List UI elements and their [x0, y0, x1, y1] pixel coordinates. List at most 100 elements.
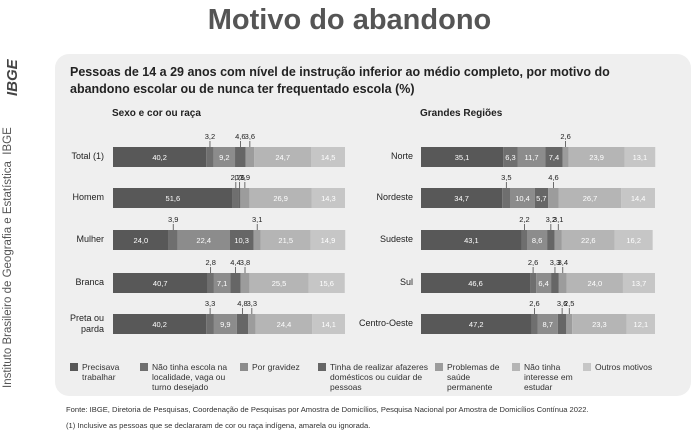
bar-segment: [421, 314, 532, 334]
bar-segment: [311, 147, 345, 167]
bar-segment: [548, 188, 559, 208]
bar-segment: [310, 230, 346, 250]
legend-swatch: [240, 363, 248, 371]
bar-segment: [213, 273, 231, 293]
value-label: 7,4: [549, 153, 559, 162]
bar-segment: [168, 230, 178, 250]
bar-segment: [566, 273, 623, 293]
value-label: 8,6: [532, 236, 542, 245]
value-label: 3,9: [240, 173, 250, 182]
bar-segment: [503, 147, 518, 167]
value-label: 5,7: [536, 194, 546, 203]
bar-segment: [177, 230, 230, 250]
value-label: 3,1: [553, 215, 563, 224]
value-label: 21,5: [278, 236, 293, 245]
bar-segment: [547, 230, 555, 250]
value-label: 14,9: [321, 236, 336, 245]
value-label: 2,6: [528, 258, 538, 267]
legend-swatch: [318, 363, 326, 371]
legend-label: Por gravidez: [252, 362, 300, 372]
bar-segment: [421, 273, 531, 293]
value-label: 26,7: [583, 194, 598, 203]
value-label: 14,5: [321, 153, 336, 162]
bar-segment: [614, 230, 653, 250]
bar-segment: [554, 230, 562, 250]
legend-label: Tinha de realizar afazeres domésticos ou…: [330, 362, 428, 392]
bar-segment: [213, 314, 237, 334]
value-label: 14,4: [631, 194, 646, 203]
bar-segment: [572, 314, 627, 334]
value-label: 2,6: [529, 299, 539, 308]
bar-segment: [530, 273, 537, 293]
bar-segment: [622, 273, 655, 293]
bar-segment: [236, 314, 249, 334]
category-label: Sudeste: [379, 234, 413, 244]
bar-segment: [545, 147, 563, 167]
legend-label: Não tinha escola na localidade, vaga ou …: [152, 362, 228, 392]
bar-segment: [626, 314, 655, 334]
bar-segment: [421, 147, 504, 167]
bar-segment: [562, 147, 569, 167]
bar-segment: [537, 314, 558, 334]
value-label: 2,6: [560, 132, 570, 141]
value-label: 47,2: [469, 320, 484, 329]
value-label: 2,2: [519, 215, 529, 224]
bar-segment: [521, 230, 528, 250]
value-label: 24,4: [277, 320, 292, 329]
legend-label: Não tinha interesse em estudar: [524, 362, 573, 392]
bar-segment: [213, 147, 236, 167]
bar-segment: [253, 230, 261, 250]
bar-segment: [249, 188, 312, 208]
value-label: 3,6: [245, 132, 255, 141]
value-label: 3,8: [240, 258, 250, 267]
bar-segment: [311, 188, 345, 208]
value-label: 9,2: [219, 153, 229, 162]
bar-segment: [229, 230, 254, 250]
panel-subtitle: Grandes Regiões: [420, 108, 503, 119]
category-label: Centro-Oeste: [358, 318, 413, 328]
bar-segment: [551, 273, 559, 293]
bar-segment: [113, 147, 207, 167]
bar-segment: [624, 147, 656, 167]
bar-segment: [421, 230, 522, 250]
value-label: 8,7: [542, 320, 552, 329]
bar-segment: [536, 273, 552, 293]
value-label: 9,9: [220, 320, 230, 329]
bar-segment: [566, 314, 573, 334]
value-label: 34,7: [454, 194, 469, 203]
value-label: 40,2: [152, 320, 167, 329]
value-label: 26,9: [273, 194, 288, 203]
bar-segment: [113, 314, 207, 334]
category-label: Homem: [72, 192, 104, 202]
bar-segment: [235, 147, 246, 167]
bar-segment: [517, 147, 546, 167]
value-label: 40,7: [153, 279, 168, 288]
value-label: 46,6: [468, 279, 483, 288]
bar-segment: [248, 314, 256, 334]
value-label: 23,9: [589, 153, 604, 162]
bar-segment: [240, 188, 250, 208]
category-label: Norte: [390, 151, 413, 161]
value-label: 4,4: [230, 258, 240, 267]
category-label: Total (1): [71, 151, 104, 161]
bar-segment: [113, 273, 208, 293]
value-label: 0,6: [234, 173, 244, 182]
panel-subtitle: Sexo e cor ou raça: [112, 108, 201, 119]
category-label: Nordeste: [376, 192, 413, 202]
value-label: 12,1: [634, 320, 649, 329]
value-label: 43,1: [464, 236, 479, 245]
bar-segment: [254, 147, 312, 167]
category-label: Branca: [75, 277, 104, 287]
legend-swatch: [435, 363, 443, 371]
value-label: 7,1: [217, 279, 227, 288]
value-label: 3,2: [205, 132, 215, 141]
value-label: 22,4: [196, 236, 211, 245]
bar-segment: [230, 273, 241, 293]
legend-swatch: [70, 363, 78, 371]
value-label: 24,0: [134, 236, 149, 245]
legend-swatch: [140, 363, 148, 371]
footnote: (1) Inclusive as pessoas que se declarar…: [66, 421, 371, 430]
value-label: 4,8: [237, 299, 247, 308]
value-label: 11,7: [525, 153, 539, 162]
